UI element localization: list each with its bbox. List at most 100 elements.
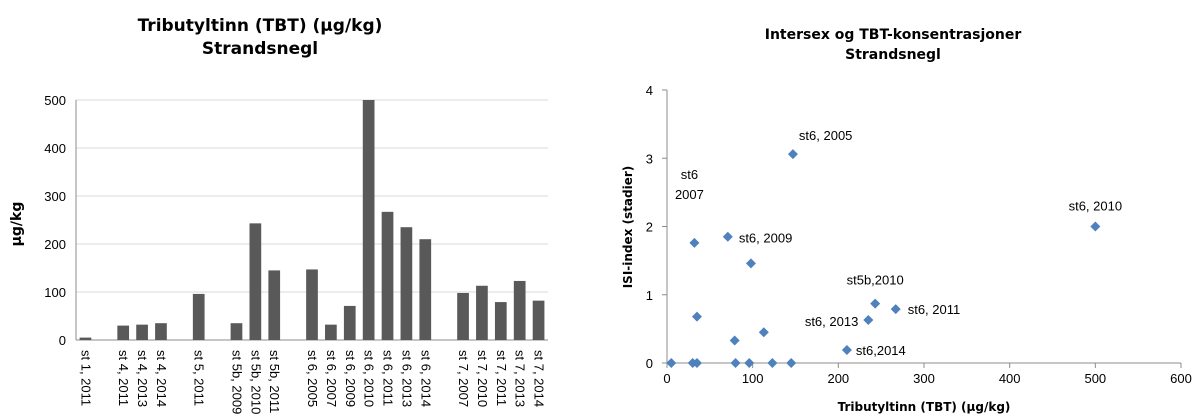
x-tick-label: st 6, 2005 (305, 350, 320, 407)
point-label: st6, 2010 (1069, 199, 1123, 214)
scatter-point (767, 358, 778, 368)
bar (249, 223, 262, 340)
scatter-chart-y-ticks: 0 1 2 3 4 (646, 83, 653, 371)
bar (117, 325, 130, 340)
bar (419, 239, 432, 340)
bar (79, 337, 92, 340)
x-tick-label: st 6, 2009 (343, 350, 358, 407)
point-label: st6, 2011 (908, 302, 961, 317)
scatter-point (863, 315, 874, 326)
scatter-chart-title: Intersex og TBT-konsentrasjoner (765, 27, 1022, 43)
x-tick-label: 500 (1084, 371, 1106, 386)
x-tick-label: 400 (999, 371, 1021, 386)
y-tick-label: 0 (646, 356, 653, 371)
bar-chart-x-ticks: st 1, 2011 st 4, 2011 st 4, 2013 st 4, 2014… (78, 350, 546, 414)
scatter-chart: Intersex og TBT-konsentrasjoner Strandsn… (621, 27, 1192, 414)
scatter-chart-axes (662, 89, 1182, 368)
x-tick-label: 100 (742, 371, 764, 386)
point-label: st6, 2009 (739, 231, 793, 246)
y-tick-label: 300 (44, 189, 66, 204)
scatter-point (691, 311, 702, 322)
y-tick-label: 500 (44, 93, 66, 108)
x-tick-label: st 5b, 2009 (229, 350, 244, 414)
bar (362, 100, 375, 340)
scatter-point (870, 298, 881, 309)
x-tick-label: st 7, 2011 (494, 350, 509, 406)
y-tick-label: 3 (646, 151, 653, 166)
scatter-point (730, 358, 741, 368)
bar (343, 305, 356, 340)
bar (136, 324, 148, 340)
y-tick-label: 2 (646, 220, 653, 235)
y-tick-label: 0 (59, 333, 66, 348)
point-label: 2007 (675, 187, 704, 202)
scatter-point (691, 358, 702, 368)
x-tick-label: st 4, 2013 (135, 350, 150, 407)
x-tick-label: st 6, 2007 (324, 350, 339, 407)
point-label: st6,2014 (856, 343, 906, 358)
bar-chart-bars (79, 100, 545, 340)
bar-chart: Tributyltinn (TBT) (µg/kg) Strandsnegl µ… (9, 16, 548, 414)
bar (532, 300, 545, 340)
scatter-point (722, 231, 733, 242)
point-label: st6 (681, 167, 698, 182)
x-tick-label: 600 (1170, 371, 1192, 386)
y-tick-label: 400 (44, 141, 66, 156)
scatter-point (786, 358, 797, 368)
scatter-point (841, 345, 852, 356)
scatter-chart-y-axis-label: ISI-index (stadier) (621, 166, 635, 289)
bar-chart-title: Tributyltinn (TBT) (µg/kg) (138, 16, 383, 36)
bar (476, 285, 488, 340)
point-label: st6, 2013 (805, 314, 859, 329)
point-label: st5b,2010 (847, 273, 904, 288)
y-tick-label: 100 (44, 285, 66, 300)
bar (155, 323, 167, 340)
bar (381, 211, 394, 340)
scatter-point (689, 237, 700, 248)
scatter-chart-x-ticks: 0 100 200 300 400 500 600 (663, 371, 1191, 386)
x-tick-label: st 6, 2010 (362, 350, 377, 407)
scatter-point (666, 358, 677, 368)
bar (494, 302, 507, 340)
scatter-point (745, 258, 756, 269)
bar-chart-y-axis-label: µg/kg (9, 202, 25, 247)
x-tick-label: st 7, 2013 (513, 350, 528, 407)
bar (513, 280, 526, 340)
bar-chart-gridlines (75, 99, 548, 341)
x-tick-label: st 6, 2014 (418, 350, 433, 407)
x-tick-label: 200 (827, 371, 849, 386)
scatter-point (1090, 221, 1101, 232)
x-tick-label: 0 (663, 371, 670, 386)
x-tick-label: st 7, 2014 (532, 350, 547, 407)
x-tick-label: st 7, 2010 (475, 350, 490, 407)
scatter-point (890, 304, 901, 315)
x-tick-label: st 4, 2011 (116, 350, 131, 406)
point-label: st6, 2005 (799, 128, 853, 143)
scatter-chart-annotations: st6, 2005 st6 2007 st6, 2009 st6, 2010 st5b,2… (675, 128, 1122, 358)
scatter-chart-subtitle: Strandsnegl (845, 47, 941, 63)
bar-chart-y-ticks: 0 100 200 300 400 500 (44, 93, 66, 348)
scatter-point (758, 327, 769, 338)
scatter-point (729, 335, 740, 346)
scatter-point (787, 149, 798, 160)
scatter-chart-points (666, 149, 1101, 368)
y-tick-label: 4 (646, 83, 653, 98)
bar (268, 270, 281, 340)
bar (230, 323, 243, 340)
bar (306, 269, 318, 340)
x-tick-label: st 5b, 2010 (248, 350, 263, 414)
x-tick-label: st 6, 2013 (399, 350, 414, 407)
bar (325, 324, 337, 340)
y-tick-label: 200 (44, 237, 66, 252)
x-tick-label: st 1, 2011 (78, 350, 93, 406)
scatter-chart-x-axis-label: Tributyltinn (TBT) (µg/kg) (838, 400, 1011, 414)
bar (457, 292, 469, 340)
bar (192, 293, 205, 340)
scatter-point (744, 358, 755, 368)
y-tick-label: 1 (646, 288, 653, 303)
x-tick-label: st 4, 2014 (154, 350, 169, 407)
bar-chart-subtitle: Strandsnegl (202, 39, 318, 59)
x-tick-label: st 5b, 2011 (267, 350, 282, 413)
x-tick-label: st 6, 2011 (381, 350, 396, 406)
